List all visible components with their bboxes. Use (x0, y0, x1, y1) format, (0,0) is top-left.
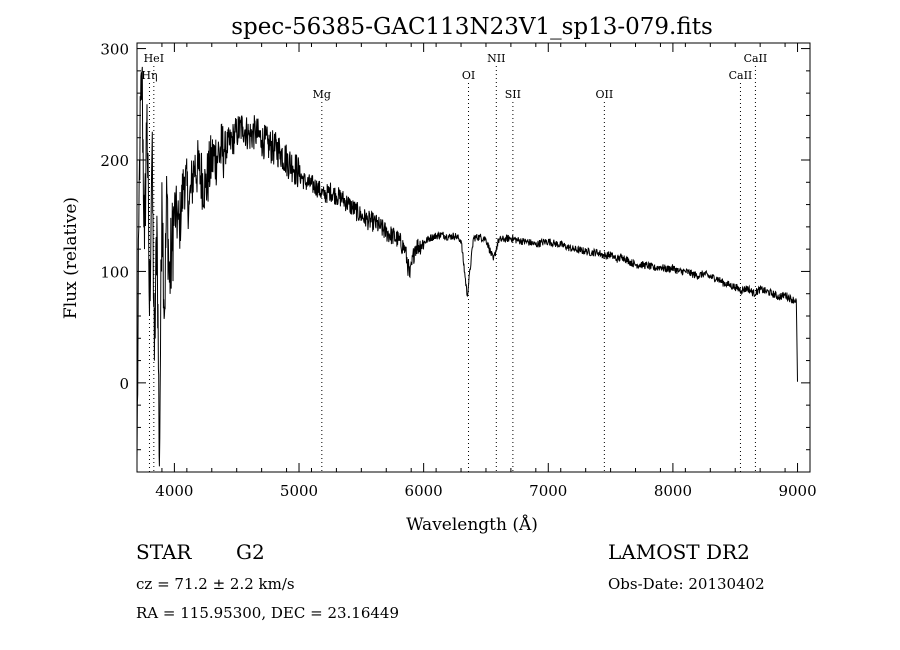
line-marker-label: CaII (729, 69, 753, 82)
y-axis-label: Flux (relative) (61, 197, 81, 319)
plot-frame (136, 42, 811, 473)
y-tick-label: 200 (100, 152, 129, 170)
object-class: STAR (136, 540, 192, 564)
y-axis: 0 100 200 300 (100, 41, 810, 473)
x-tick-label: 8000 (654, 482, 692, 500)
y-tick-label: 100 (100, 263, 129, 281)
line-marker-label: CaII (744, 52, 768, 65)
x-axis: 4000 5000 6000 7000 8000 9000 (136, 43, 817, 500)
x-tick-label: 6000 (405, 482, 443, 500)
coordinates: RA = 115.95300, DEC = 23.16449 (136, 604, 400, 622)
line-marker-label: Mg (313, 88, 331, 101)
line-marker-label: SII (505, 88, 521, 101)
redshift-text: cz = 71.2 ± 2.2 km/s (136, 575, 295, 593)
obs-date: Obs-Date: 20130402 (608, 575, 765, 593)
survey-name: LAMOST DR2 (608, 540, 750, 564)
line-marker-label: NII (487, 52, 505, 65)
line-marker-label: HeI (144, 52, 164, 65)
line-marker-label: OII (596, 88, 614, 101)
x-tick-label: 4000 (155, 482, 193, 500)
line-markers: HeI Hη Mg OI NII SII OII CaII CaII (141, 52, 767, 472)
chart-title: spec-56385-GAC113N23V1_sp13-079.fits (231, 14, 713, 40)
spectrum-line (136, 66, 798, 467)
line-marker-label: OI (462, 69, 475, 82)
x-tick-label: 9000 (778, 482, 816, 500)
y-tick-label: 300 (100, 41, 129, 59)
line-marker-label: Hη (141, 69, 157, 82)
x-axis-label: Wavelength (Å) (406, 514, 538, 535)
y-tick-label: 0 (119, 375, 129, 393)
object-subclass: G2 (236, 540, 265, 564)
x-tick-label: 7000 (529, 482, 567, 500)
x-tick-label: 5000 (280, 482, 318, 500)
